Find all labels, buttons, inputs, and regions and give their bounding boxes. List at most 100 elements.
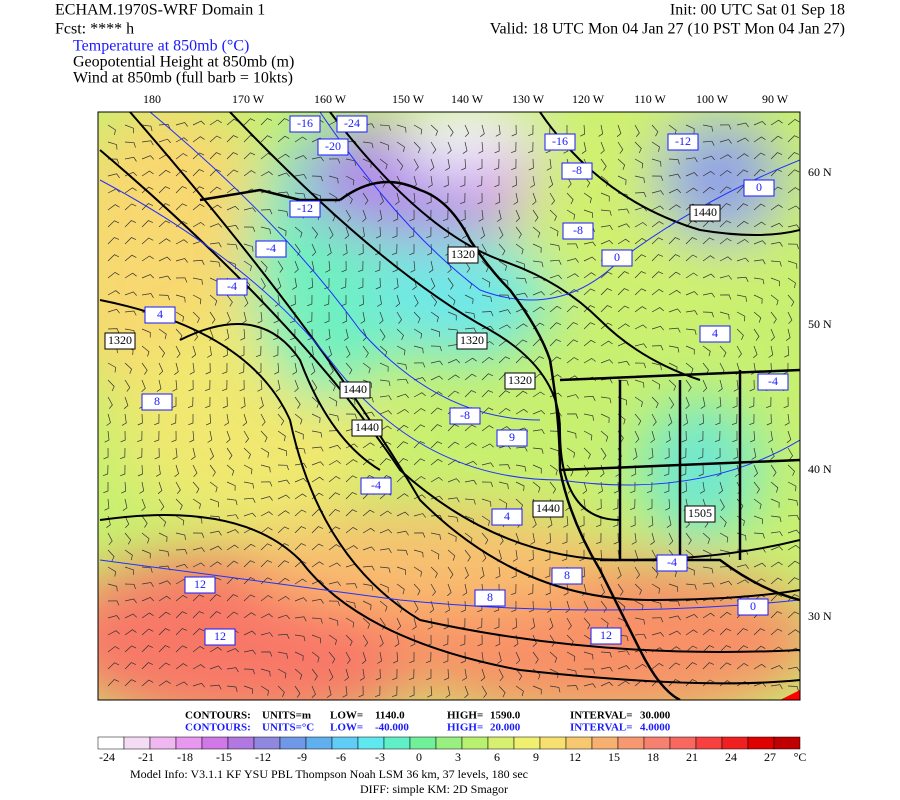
wind-barb: [736, 328, 744, 341]
wind-barb: [685, 662, 698, 670]
wind-barb: [413, 532, 426, 538]
contour-label: 0: [756, 180, 762, 194]
wind-barb: [226, 648, 240, 653]
wind-barb: [121, 481, 127, 494]
wind-barb: [583, 288, 596, 296]
wind-barb: [311, 543, 324, 551]
wind-barb: [600, 225, 613, 230]
wind-barb: [226, 243, 238, 250]
wind-barb: [393, 277, 399, 290]
wind-barb: [753, 645, 766, 653]
wind-barb: [294, 477, 308, 483]
wind-barb: [124, 310, 137, 316]
wind-barb: [413, 124, 423, 135]
wind-barb: [646, 481, 653, 494]
wind-barb: [532, 291, 545, 296]
wind-barb: [392, 227, 398, 239]
wind-barb: [379, 379, 391, 387]
wind-barb: [736, 564, 749, 569]
wind-barb: [566, 447, 575, 458]
wind-barb: [681, 481, 687, 494]
wind-barb: [783, 362, 789, 375]
wind-barb: [430, 391, 443, 398]
wind-barb: [464, 532, 473, 544]
wind-barb: [205, 396, 211, 409]
wind-barb: [583, 272, 596, 279]
wind-barb: [361, 651, 367, 664]
wind-barb: [702, 292, 715, 298]
wind-barb: [107, 532, 113, 546]
wind-barb: [243, 512, 256, 518]
contour-label: -12: [675, 134, 691, 148]
wind-barb: [634, 633, 647, 639]
contour-info-text: HIGH=: [447, 722, 483, 734]
wind-barb: [430, 532, 441, 540]
wind-barb: [600, 359, 614, 364]
wind-barb: [243, 447, 251, 460]
wind-barb: [753, 345, 758, 359]
wind-barb: [243, 118, 256, 126]
label-box: [699, 325, 731, 343]
wind-barb: [311, 476, 324, 483]
wind-barb: [171, 397, 177, 409]
wind-barb: [326, 685, 332, 698]
wind-barb: [255, 345, 262, 358]
label-box: [360, 477, 392, 495]
contour-label: -4: [227, 279, 237, 293]
wind-barb: [736, 311, 746, 322]
wind-barb: [477, 634, 483, 647]
wind-barb: [494, 141, 500, 154]
wind-barb: [668, 396, 675, 409]
wind-barb: [731, 413, 738, 426]
wind-barb: [158, 595, 171, 602]
wind-barb: [311, 413, 321, 423]
wind-barb: [680, 447, 687, 460]
wind-barb: [685, 679, 698, 687]
colorbar-label: -9: [297, 750, 307, 764]
label-box: [561, 162, 593, 180]
wind-barb: [651, 396, 659, 409]
wind-barb: [107, 630, 120, 636]
wind-barb: [209, 561, 222, 568]
wind-barb: [498, 277, 509, 286]
contour-info-text: HIGH=: [447, 710, 483, 722]
wind-barb: [668, 173, 681, 179]
hot-spot: [780, 690, 800, 700]
wind-barb: [732, 431, 738, 443]
wind-barb: [613, 532, 619, 545]
wind-barb: [753, 152, 766, 160]
wind-barb: [583, 617, 591, 630]
wind-barb: [697, 447, 704, 460]
wind-barb: [294, 634, 306, 642]
wind-barb: [787, 560, 800, 568]
wind-barb: [362, 634, 369, 647]
wind-barb: [566, 322, 579, 330]
wind-barb: [494, 618, 500, 630]
wind-barb: [413, 141, 421, 154]
wind-barb: [634, 430, 640, 444]
wind-barb: [464, 124, 470, 138]
wind-barb: [736, 153, 749, 160]
wind-barb: [464, 327, 477, 333]
wind-barb: [141, 379, 146, 393]
contour-info-text: 4.0000: [640, 722, 671, 734]
wind-barb: [460, 209, 466, 222]
wind-barb: [107, 679, 120, 687]
wind-barb: [650, 430, 655, 443]
wind-barb: [175, 594, 188, 602]
wind-barb: [566, 273, 579, 279]
wind-barb: [306, 311, 313, 324]
wind-barb: [141, 362, 148, 375]
colorbar-swatch: [565, 736, 593, 750]
wind-barb: [156, 379, 162, 392]
wind-barb: [617, 208, 630, 214]
label-box: [216, 278, 248, 296]
wind-barb: [154, 413, 160, 426]
wind-barb: [375, 226, 381, 239]
contour-info-text: INTERVAL=: [570, 722, 633, 734]
colorbar-swatch: [253, 736, 281, 750]
wind-barb: [545, 532, 551, 545]
colorbar-swatch: [331, 736, 359, 750]
wind-barb: [413, 392, 426, 398]
